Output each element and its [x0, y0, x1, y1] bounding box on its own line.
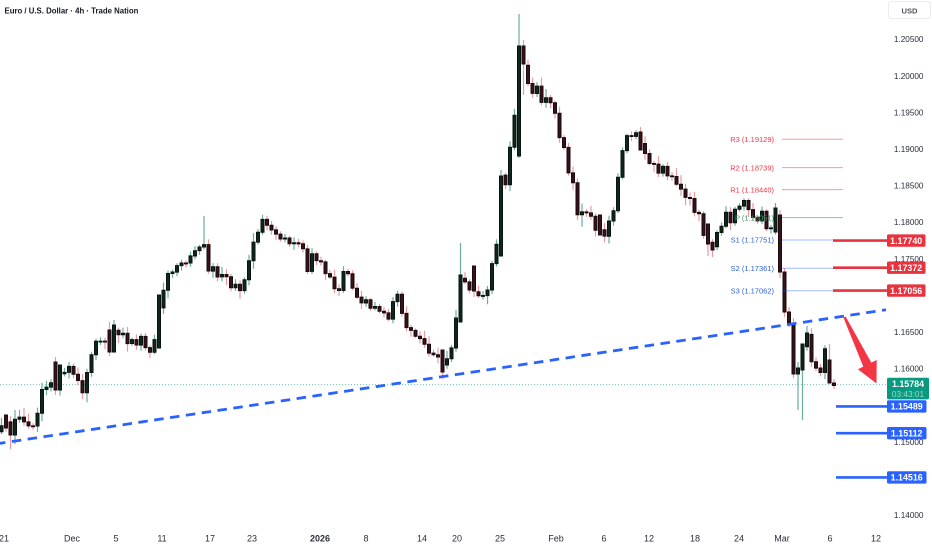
- svg-text:1.16500: 1.16500: [894, 328, 924, 337]
- svg-text:R2 (1.18739): R2 (1.18739): [730, 163, 774, 172]
- svg-text:S3 (1.17062): S3 (1.17062): [731, 287, 775, 296]
- svg-text:1.17500: 1.17500: [894, 255, 924, 264]
- svg-text:1.20500: 1.20500: [894, 35, 924, 44]
- svg-text:18: 18: [690, 534, 700, 544]
- svg-text:1.18500: 1.18500: [894, 182, 924, 191]
- svg-text:Mar: Mar: [774, 534, 790, 544]
- svg-text:USD: USD: [901, 7, 918, 16]
- svg-text:1.17056: 1.17056: [890, 286, 922, 296]
- svg-text:1.17372: 1.17372: [890, 263, 922, 273]
- svg-text:20: 20: [452, 534, 462, 544]
- svg-text:6: 6: [601, 534, 606, 544]
- svg-text:1.16000: 1.16000: [894, 365, 924, 374]
- svg-text:Euro / U.S. Dollar · 4h · Trad: Euro / U.S. Dollar · 4h · Trade Nation: [5, 6, 139, 15]
- svg-text:23: 23: [247, 534, 257, 544]
- svg-text:1.18000: 1.18000: [894, 218, 924, 227]
- svg-text:Dec: Dec: [64, 534, 81, 544]
- svg-text:1.15784: 1.15784: [892, 379, 924, 389]
- svg-text:1.17740: 1.17740: [890, 236, 922, 246]
- svg-text:R1 (1.18440): R1 (1.18440): [730, 185, 774, 194]
- svg-text:5: 5: [113, 534, 118, 544]
- svg-text:12: 12: [871, 534, 881, 544]
- svg-text:P (1.18051): P (1.18051): [735, 213, 775, 222]
- svg-text:11: 11: [157, 534, 166, 544]
- svg-text:S2 (1.17361): S2 (1.17361): [731, 264, 775, 273]
- svg-text:1.19000: 1.19000: [894, 145, 924, 154]
- svg-text:03:43:01: 03:43:01: [892, 389, 925, 399]
- svg-text:1.15112: 1.15112: [891, 429, 923, 439]
- svg-text:1.14516: 1.14516: [891, 473, 923, 483]
- svg-text:Feb: Feb: [548, 534, 564, 544]
- svg-text:1.15489: 1.15489: [891, 402, 923, 412]
- svg-text:25: 25: [495, 534, 505, 544]
- svg-text:1.20000: 1.20000: [894, 72, 924, 81]
- svg-text:S1 (1.17751): S1 (1.17751): [731, 236, 775, 245]
- svg-text:1.15000: 1.15000: [894, 438, 924, 447]
- svg-text:1.19500: 1.19500: [894, 108, 924, 117]
- svg-text:21: 21: [0, 534, 9, 544]
- svg-text:6: 6: [827, 534, 832, 544]
- svg-text:17: 17: [205, 534, 215, 544]
- svg-text:R3 (1.19129): R3 (1.19129): [730, 135, 774, 144]
- svg-text:8: 8: [363, 534, 368, 544]
- svg-text:2026: 2026: [310, 534, 330, 544]
- svg-text:14: 14: [417, 534, 427, 544]
- svg-text:1.14000: 1.14000: [894, 511, 924, 520]
- svg-text:24: 24: [734, 534, 744, 544]
- svg-text:12: 12: [644, 534, 654, 544]
